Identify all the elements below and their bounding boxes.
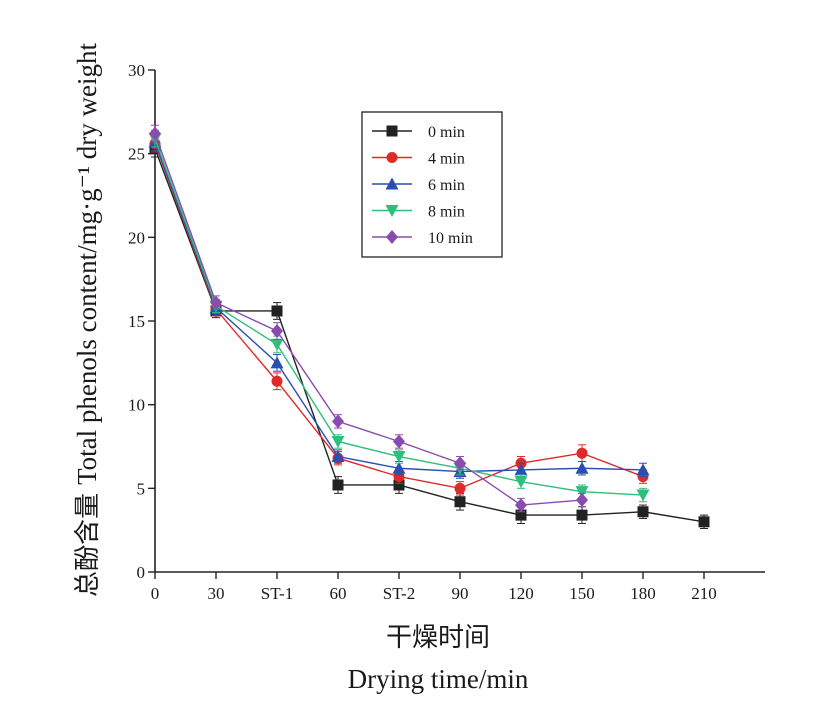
legend: 0 min 4 min 6 min 8 min 10 min	[361, 111, 503, 258]
x-tick-label-60: 60	[330, 584, 347, 603]
x-tick-label-st-1: ST-1	[261, 584, 293, 603]
y-tick-label-10: 10	[128, 396, 145, 415]
data-point-0-min-st-2	[393, 479, 405, 491]
legend-label-0-min: 0 min	[428, 124, 465, 141]
series-10-min	[149, 124, 588, 513]
series-layer	[148, 124, 710, 529]
data-point-8-min-180	[636, 489, 650, 502]
data-point-10-min-30	[210, 295, 222, 310]
legend-marker-6-min	[385, 177, 399, 190]
data-point-8-min-150	[575, 486, 589, 499]
y-axis-ticks: 0 5 10 15 20 25 30	[128, 61, 155, 582]
data-point-10-min-st-1	[271, 324, 283, 339]
data-point-10-min-90	[454, 456, 466, 471]
y-tick-label-30: 30	[128, 61, 145, 80]
data-point-8-min-st-1	[270, 338, 284, 351]
data-point-4-min-st-1	[271, 375, 283, 387]
data-point-10-min-0	[149, 126, 161, 141]
x-axis-ticks: 0 30 ST-1 60 ST-2 90 120 150 180 210	[151, 572, 717, 603]
data-point-10-min-150	[576, 493, 588, 508]
data-point-6-min-st-1	[270, 356, 284, 369]
series-line-10-min	[154, 133, 583, 506]
data-point-4-min-90	[454, 482, 466, 494]
data-point-6-min-150	[575, 461, 589, 474]
legend-item-10-min: 10 min	[372, 230, 473, 247]
data-point-0-min-210	[698, 516, 710, 528]
data-point-6-min-120	[514, 463, 528, 476]
x-tick-label-90: 90	[452, 584, 469, 603]
legend-marker-0-min	[386, 125, 398, 137]
data-point-0-min-60	[332, 479, 344, 491]
x-tick-label-30: 30	[208, 584, 225, 603]
x-tick-label-180: 180	[630, 584, 656, 603]
x-tick-label-st-2: ST-2	[383, 584, 415, 603]
y-tick-label-5: 5	[137, 479, 146, 498]
x-tick-label-0: 0	[151, 584, 160, 603]
data-point-8-min-60	[331, 435, 345, 448]
data-point-0-min-90	[454, 496, 466, 508]
series-line-0-min	[154, 148, 705, 523]
legend-label-6-min: 6 min	[428, 177, 465, 194]
legend-item-0-min: 0 min	[372, 124, 465, 141]
x-tick-label-150: 150	[569, 584, 595, 603]
legend-item-4-min: 4 min	[372, 151, 465, 168]
data-point-4-min-150	[576, 447, 588, 459]
y-tick-label-20: 20	[128, 228, 145, 247]
data-point-6-min-180	[636, 463, 650, 476]
legend-label-8-min: 8 min	[428, 204, 465, 221]
data-point-0-min-150	[576, 509, 588, 521]
data-point-4-min-st-2	[393, 471, 405, 483]
data-point-10-min-120	[515, 498, 527, 513]
data-point-8-min-120	[514, 476, 528, 489]
legend-items: 0 min 4 min 6 min 8 min 10 min	[372, 124, 473, 247]
x-axis-title-cn: 干燥时间	[386, 623, 490, 653]
legend-item-6-min: 6 min	[372, 177, 465, 194]
data-point-6-min-st-2	[392, 461, 406, 474]
legend-label-4-min: 4 min	[428, 151, 465, 168]
legend-marker-4-min	[386, 152, 398, 163]
x-tick-label-210: 210	[691, 584, 717, 603]
data-point-10-min-60	[332, 414, 344, 429]
y-axis-title-text: 总酚含量 Total phenols content/mg·g⁻¹ dry wei…	[72, 43, 103, 597]
data-point-0-min-180	[637, 506, 649, 518]
data-point-8-min-st-2	[392, 451, 406, 464]
data-point-0-min-120	[515, 509, 527, 521]
y-tick-label-0: 0	[137, 563, 146, 582]
data-point-6-min-60	[331, 450, 345, 463]
y-axis-title-cn: 总酚含量	[73, 493, 103, 597]
y-axis-title: 总酚含量 Total phenols content/mg·g⁻¹ dry wei…	[72, 43, 103, 597]
x-tick-label-120: 120	[508, 584, 534, 603]
legend-marker-10-min	[386, 230, 398, 244]
y-axis-title-en: Total phenols content/mg·g⁻¹ dry weight	[72, 43, 102, 485]
data-point-0-min-st-1	[271, 305, 283, 317]
data-point-10-min-st-2	[393, 434, 405, 449]
legend-marker-8-min	[385, 205, 399, 217]
legend-item-8-min: 8 min	[372, 204, 465, 221]
y-tick-label-25: 25	[128, 145, 145, 164]
x-axis-title: Drying time/min	[348, 664, 529, 694]
y-tick-label-15: 15	[128, 312, 145, 331]
legend-label-10-min: 10 min	[428, 230, 473, 247]
